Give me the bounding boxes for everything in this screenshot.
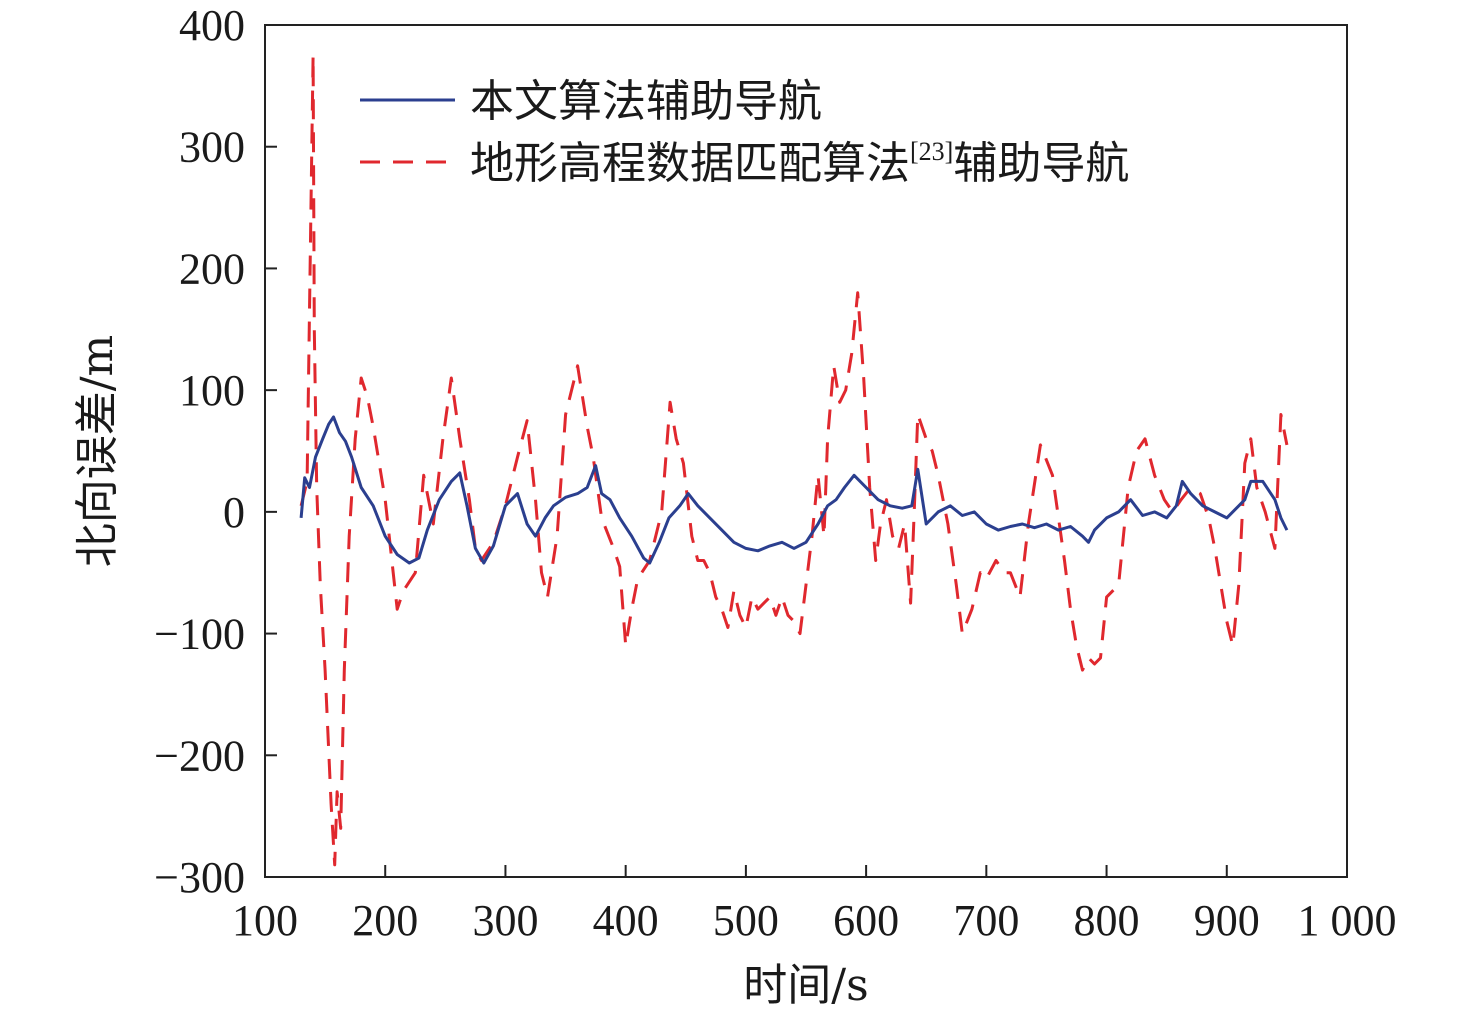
series-layer [299, 53, 1289, 867]
x-tick-label: 900 [1194, 896, 1260, 945]
legend: 本文算法辅助导航 地形高程数据匹配算法[23]辅助导航 [360, 76, 1129, 189]
y-tick-labels: −300 −200 −100 0 100 200 300 400 [154, 1, 245, 902]
axis-ticks [264, 24, 1348, 878]
series-line-terrain-matching [299, 53, 1289, 867]
legend-label-terrain-matching: 地形高程数据匹配算法[23]辅助导航 [470, 137, 1129, 189]
series-line-proposed [299, 415, 1289, 565]
legend-label-proposed: 本文算法辅助导航 [470, 76, 822, 127]
y-tick-label: 200 [179, 244, 245, 293]
x-tick-label: 200 [352, 896, 418, 945]
y-tick-label: −100 [154, 610, 245, 659]
y-axis-title: 北向误差/m [72, 335, 123, 568]
x-axis-title: 时间/s [743, 960, 868, 1011]
x-tick-label: 300 [472, 896, 538, 945]
y-tick-label: 300 [179, 123, 245, 172]
x-tick-label: 1 000 [1298, 896, 1397, 945]
x-tick-label: 800 [1074, 896, 1140, 945]
y-tick-label: 100 [179, 366, 245, 415]
y-tick-label: −200 [154, 731, 245, 780]
plot-frame [264, 24, 1348, 878]
y-tick-label: 400 [179, 1, 245, 50]
x-tick-label: 500 [713, 896, 779, 945]
x-tick-label: 100 [232, 896, 298, 945]
x-tick-label: 400 [593, 896, 659, 945]
y-tick-label: 0 [223, 488, 245, 537]
x-tick-labels: 100 200 300 400 500 600 700 800 900 1 000 [232, 896, 1397, 945]
y-tick-label: −300 [154, 853, 245, 902]
x-tick-label: 700 [953, 896, 1019, 945]
x-tick-label: 600 [833, 896, 899, 945]
